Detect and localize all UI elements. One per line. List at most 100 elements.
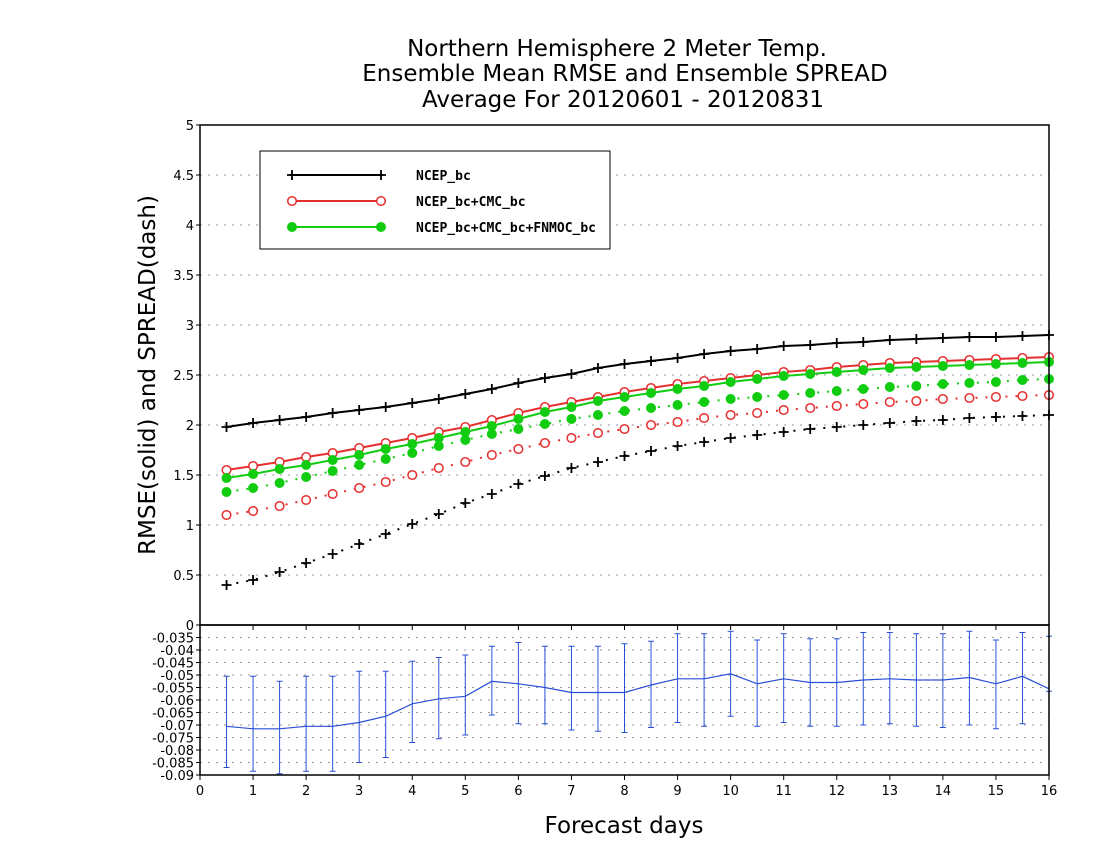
spread-point: [752, 407, 763, 419]
spread-point: [486, 489, 497, 499]
rmse-point: [221, 473, 232, 483]
chart-title: Northern Hemisphere 2 Meter Temp. Ensemb…: [362, 36, 887, 113]
rmse-point: [407, 398, 418, 408]
rmse-point: [725, 346, 736, 356]
x-tick-label: 8: [620, 784, 628, 799]
legend-marker: [376, 222, 386, 232]
error-bar: [462, 654, 469, 736]
error-bar: [701, 633, 708, 727]
spread-point: [672, 400, 683, 410]
rmse-point: [937, 333, 948, 343]
rmse-point: [248, 418, 259, 428]
rmse-point: [539, 407, 550, 417]
rmse-point: [248, 469, 259, 479]
x-tick-label: 1: [249, 784, 257, 799]
rmse-point: [619, 359, 630, 369]
y-tick-label: -0.055: [152, 682, 194, 697]
y-tick-label: 1: [186, 519, 194, 534]
spread-point: [699, 412, 710, 424]
error-bar: [356, 670, 363, 763]
y-tick-label: -0.06: [160, 694, 194, 709]
spread-point: [354, 482, 365, 494]
spread-point: [778, 404, 789, 416]
spread-point: [274, 478, 285, 488]
chart-title-line-3: Average For 20120601 - 20120831: [422, 87, 824, 113]
spread-point: [1017, 375, 1028, 385]
rmse-point: [858, 365, 869, 375]
spread-point: [592, 457, 603, 467]
rmse-point: [672, 384, 683, 394]
spread-point: [884, 396, 895, 408]
spread-point: [513, 424, 524, 434]
rmse-point: [752, 374, 763, 384]
spread-point: [539, 437, 550, 449]
spread-point: [221, 580, 232, 590]
rmse-point: [964, 332, 975, 342]
x-tick-label: 16: [1041, 784, 1058, 799]
y-tick-label: 0: [186, 619, 194, 634]
rmse-point: [301, 460, 312, 470]
x-axis-ticks: 0 1 2 3 4 5 6 7 8 9 10 11 12 13 14 15 16: [196, 625, 1057, 799]
x-tick-label: 10: [722, 784, 739, 799]
rmse-point: [937, 361, 948, 371]
legend-marker: [287, 170, 297, 180]
rmse-point: [990, 332, 1001, 342]
error-bar: [674, 633, 681, 723]
x-tick-label: 3: [355, 784, 363, 799]
legend-item: NCEP_bc: [287, 169, 471, 184]
rmse-point: [486, 384, 497, 394]
spread-point: [619, 406, 630, 416]
error-bar: [568, 645, 575, 731]
rmse-point: [274, 415, 285, 425]
difference-line: [226, 673, 1050, 730]
chart-title-line-2: Ensemble Mean RMSE and Ensemble SPREAD: [362, 61, 887, 87]
y-tick-label: -0.05: [160, 669, 194, 684]
error-bar: [860, 632, 867, 726]
error-bar: [382, 670, 389, 758]
spread-point: [433, 462, 444, 474]
legend-marker: [376, 170, 386, 180]
rmse-point: [380, 402, 391, 412]
x-tick-label: 13: [882, 784, 899, 799]
spread-point: [301, 472, 312, 482]
legend-item: NCEP_bc+CMC_bc: [286, 195, 526, 210]
rmse-point: [778, 371, 789, 381]
rmse-point: [831, 367, 842, 377]
legend-marker: [286, 195, 298, 207]
spread-point: [858, 398, 869, 410]
rmse-point: [592, 396, 603, 406]
spread-point: [805, 402, 816, 414]
rmse-point: [884, 363, 895, 373]
spread-point: [354, 539, 365, 549]
rmse-line: [226, 361, 1050, 479]
x-tick-label: 7: [567, 784, 575, 799]
spread-point: [274, 500, 285, 512]
x-tick-label: 15: [988, 784, 1005, 799]
y-axis-label: RMSE(solid) and SPREAD(dash): [135, 195, 161, 555]
y-tick-label: 5: [186, 119, 194, 134]
error-bar: [648, 640, 655, 728]
top-panel-y-ticks: 0 0.5 1 1.5 2 2.5 3 3.5 4 4.5 5: [173, 119, 200, 634]
rmse-point: [672, 353, 683, 363]
rmse-point: [619, 392, 630, 402]
spread-point: [778, 390, 789, 400]
spread-point: [539, 419, 550, 429]
chart-title-line-1: Northern Hemisphere 2 Meter Temp.: [407, 36, 827, 62]
legend-label: NCEP_bc+CMC_bc+FNMOC_bc: [416, 221, 596, 236]
spread-point: [778, 427, 789, 437]
rmse-point: [566, 369, 577, 379]
rmse-point: [327, 455, 338, 465]
legend-marker: [287, 222, 297, 232]
y-tick-label: -0.08: [160, 744, 194, 759]
error-bar: [594, 645, 601, 732]
spread-point: [301, 494, 312, 506]
spread-point: [937, 379, 948, 389]
spread-point: [513, 479, 524, 489]
rmse-point: [354, 405, 365, 415]
y-tick-label: 2.5: [173, 369, 194, 384]
spread-point: [937, 415, 948, 425]
spread-point: [248, 505, 259, 517]
error-bar: [1019, 632, 1026, 725]
y-tick-label: -0.035: [152, 632, 194, 647]
x-tick-label: 4: [408, 784, 416, 799]
